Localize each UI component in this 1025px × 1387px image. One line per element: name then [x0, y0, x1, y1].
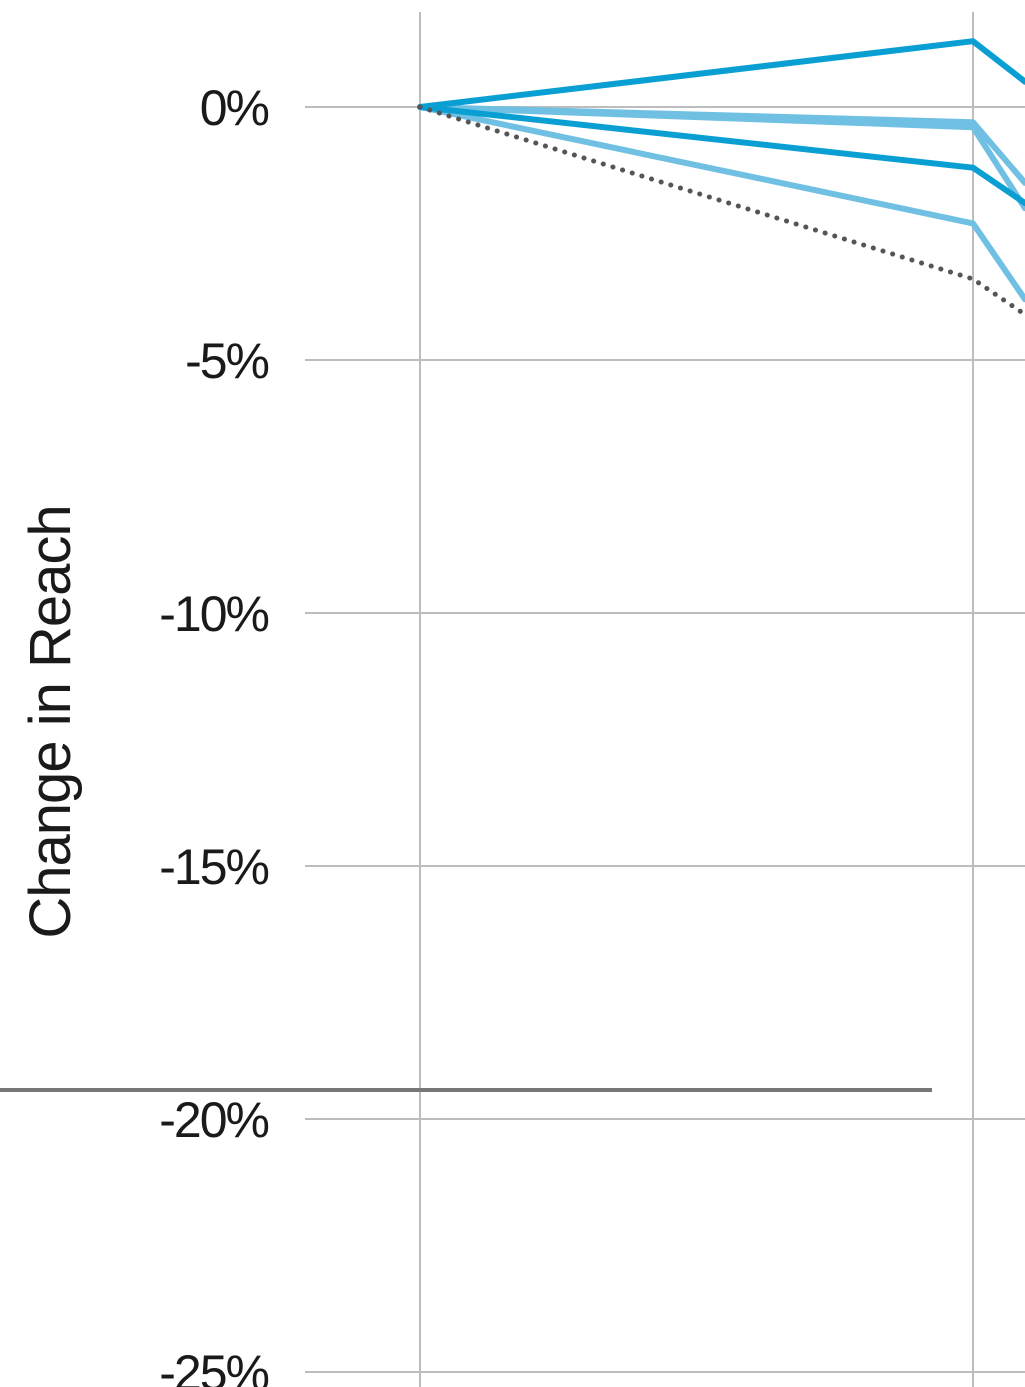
series-lines — [417, 38, 1025, 317]
y-tick-label: -5% — [185, 333, 268, 389]
y-tick-label: 0% — [200, 80, 269, 136]
y-axis-title: Change in Reach — [18, 505, 83, 938]
series-line — [417, 38, 1025, 110]
series-line-dotted — [417, 104, 1025, 317]
series-line — [417, 104, 1025, 212]
vertical-gridlines — [419, 12, 974, 1387]
y-tick-label: -20% — [159, 1092, 268, 1148]
series-line — [417, 104, 1025, 207]
y-tick-label: -10% — [159, 586, 268, 642]
horizontal-gridlines — [305, 106, 1025, 1373]
y-tick-label: -15% — [159, 839, 268, 895]
y-tick-label: -25% — [159, 1345, 268, 1387]
series-line — [417, 104, 1025, 303]
y-tick-labels: 0% -5% -10% -15% -20% -25% — [159, 80, 270, 1387]
